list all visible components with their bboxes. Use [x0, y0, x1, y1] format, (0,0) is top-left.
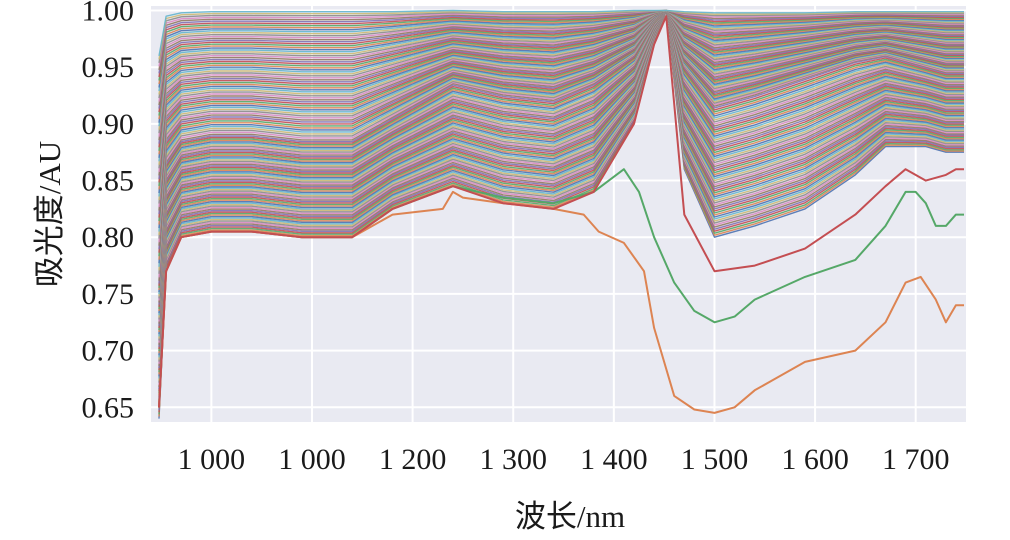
x-axis-ticks: 1 000 1 000 1 200 1 300 1 400 1 500 1 600 1 700: [178, 443, 950, 476]
spectrum-line-63: [158, 9, 964, 286]
spectrum-line-55: [158, 9, 964, 303]
spectrum-line-57: [158, 9, 964, 299]
spectrum-line-56: [158, 9, 964, 301]
spectrum-line-62: [158, 9, 964, 288]
highlight-series: [158, 15, 964, 414]
spectrum-line-50: [158, 9, 964, 314]
spectrum-line-129: [158, 9, 964, 57]
spectrum-line-33: [158, 9, 964, 350]
y-tick-label-2: 0.75: [82, 278, 135, 311]
spectrum-line-59: [158, 9, 964, 295]
spectrum-line-35: [158, 9, 964, 345]
y-axis-label: 吸光度/AU: [32, 141, 67, 287]
x-tick-label-6: 1 600: [781, 443, 849, 476]
spectrum-line-64: [158, 9, 964, 284]
highlight-spectrum-2: [158, 15, 964, 408]
spectrum-line-44: [158, 9, 964, 326]
spectrum-line-31: [158, 9, 964, 354]
spectrum-line-41: [158, 9, 964, 333]
y-tick-label-6: 0.95: [82, 51, 135, 84]
spectrum-line-49: [158, 9, 964, 316]
spectrum-line-48: [158, 9, 964, 318]
x-axis-label: 波长/nm: [515, 499, 625, 534]
y-tick-label-5: 0.90: [82, 108, 135, 141]
spectrum-line-47: [158, 9, 964, 320]
spectra-band: [158, 9, 964, 419]
x-tick-label-5: 1 500: [681, 443, 749, 476]
y-tick-label-4: 0.85: [82, 165, 135, 198]
spectrum-line-39: [158, 9, 964, 337]
x-tick-label-0: 1 000: [178, 443, 246, 476]
spectrum-line-51: [158, 9, 964, 312]
x-tick-label-2: 1 200: [379, 443, 447, 476]
x-tick-label-1: 1 000: [278, 443, 346, 476]
spectrum-line-58: [158, 9, 964, 297]
x-tick-label-3: 1 300: [479, 443, 547, 476]
y-axis-ticks: 0.65 0.70 0.75 0.80 0.85 0.90 0.95 1.00: [82, 0, 135, 424]
y-tick-label-0: 0.65: [82, 391, 135, 424]
spectrum-line-42: [158, 9, 964, 331]
spectrum-line-53: [158, 9, 964, 307]
y-tick-label-7: 1.00: [82, 0, 135, 28]
spectrum-line-43: [158, 9, 964, 328]
x-tick-label-7: 1 700: [882, 443, 950, 476]
spectrum-line-54: [158, 9, 964, 305]
spectrum-line-37: [158, 9, 964, 341]
spectrum-line-52: [158, 9, 964, 309]
spectrum-line-61: [158, 9, 964, 291]
y-tick-label-1: 0.70: [82, 335, 135, 368]
y-tick-label-3: 0.80: [82, 221, 135, 254]
spectrum-line-45: [158, 9, 964, 324]
spectrum-line-46: [158, 9, 964, 322]
spectrum-line-60: [158, 9, 964, 293]
x-tick-label-4: 1 400: [580, 443, 648, 476]
